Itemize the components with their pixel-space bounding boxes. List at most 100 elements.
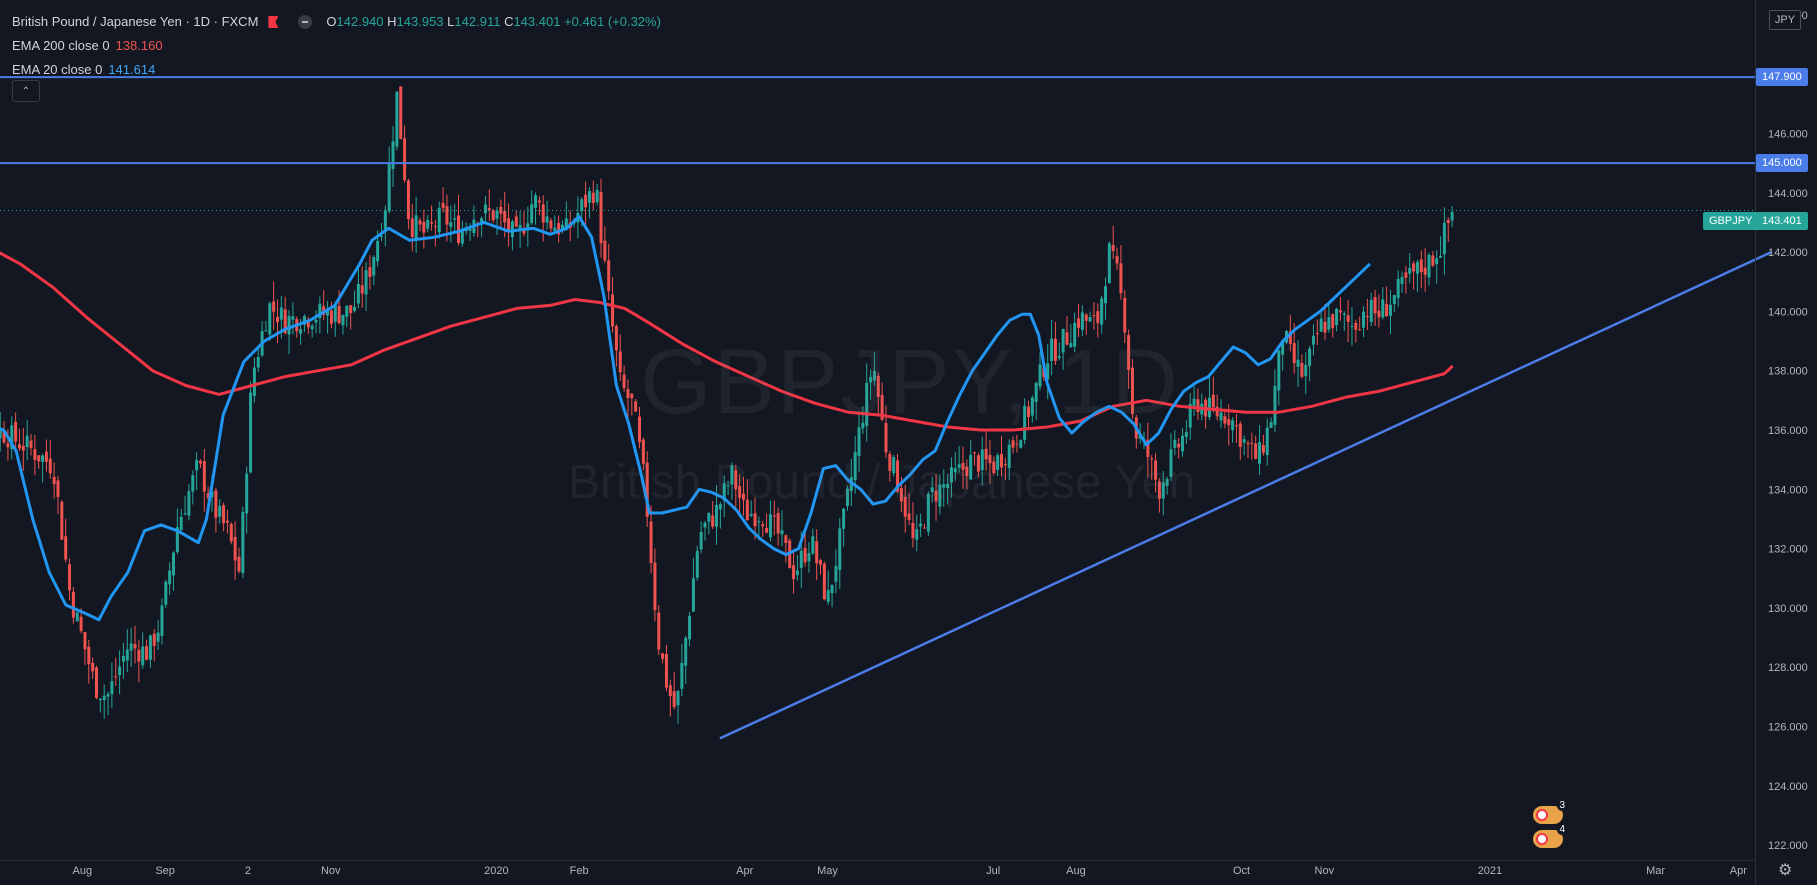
candle-body xyxy=(822,563,826,600)
candle-body xyxy=(487,208,491,210)
ema200-value: 138.160 xyxy=(115,38,163,53)
level-badge-145000: 145.000 xyxy=(1756,154,1808,173)
candle-body xyxy=(1007,444,1011,469)
candle-body xyxy=(1169,449,1173,477)
candle-body xyxy=(468,228,472,231)
candle-body xyxy=(106,694,110,697)
candle-body xyxy=(71,591,75,618)
collapse-legend-button[interactable]: ⌃ xyxy=(12,80,40,102)
event-marker-1[interactable]: 3 xyxy=(1533,800,1567,824)
candle-body xyxy=(376,241,380,262)
minus-icon[interactable] xyxy=(298,15,313,29)
candle-body xyxy=(1157,481,1161,499)
x-tick-label: 2021 xyxy=(1478,865,1502,877)
candle-body xyxy=(919,523,923,527)
candle-body xyxy=(353,306,357,311)
candlesticks xyxy=(0,86,1454,724)
candle-body xyxy=(1377,310,1381,318)
candle-body xyxy=(10,425,14,450)
candle-body xyxy=(896,460,900,492)
candle-body xyxy=(560,224,564,231)
candle-body xyxy=(1342,313,1346,316)
candle-body xyxy=(1369,299,1373,323)
y-tick-label: 142.000 xyxy=(1768,247,1808,259)
candle-body xyxy=(584,194,588,208)
candle-body xyxy=(1107,243,1111,284)
candle-body xyxy=(1250,442,1254,444)
candle-body xyxy=(1026,406,1030,418)
candle-body xyxy=(1161,482,1165,499)
candle-body xyxy=(1088,317,1092,322)
candle-body xyxy=(503,211,507,223)
candle-body xyxy=(1300,362,1304,377)
candle-body xyxy=(1234,425,1238,427)
candle-body xyxy=(1396,278,1400,298)
candle-body xyxy=(1311,335,1315,345)
candle-body xyxy=(973,452,977,454)
ema20-legend[interactable]: EMA 20 close 0 141.614 xyxy=(12,58,661,82)
ema-lines xyxy=(0,215,1454,622)
candle-body xyxy=(91,662,95,672)
candle-body xyxy=(676,691,680,706)
candle-body xyxy=(1034,382,1038,402)
candle-body xyxy=(364,270,368,295)
candle-body xyxy=(1346,315,1350,322)
candle-body xyxy=(807,553,811,562)
candle-body xyxy=(857,427,861,457)
candle-body xyxy=(368,267,372,278)
candle-body xyxy=(483,204,487,214)
candle-body xyxy=(252,367,256,397)
candle-body xyxy=(926,493,930,532)
last-price-badge: 143.401 xyxy=(1756,212,1808,230)
x-tick-label: Aug xyxy=(1066,865,1086,877)
candle-body xyxy=(726,485,730,487)
candle-body xyxy=(1246,443,1250,445)
candle-body xyxy=(141,646,145,666)
candle-body xyxy=(830,584,834,594)
candle-body xyxy=(1358,329,1362,331)
candle-body xyxy=(838,528,842,571)
candle-body xyxy=(949,467,953,483)
event-marker-2[interactable]: 4 xyxy=(1533,824,1567,848)
candle-body xyxy=(776,512,780,534)
candle-body xyxy=(1231,420,1235,431)
candle-body xyxy=(1196,399,1200,412)
candle-body xyxy=(60,501,64,540)
candle-body xyxy=(1277,350,1281,391)
symbol-title[interactable]: British Pound / Japanese Yen · 1D · FXCM xyxy=(12,14,259,29)
candle-body xyxy=(1050,338,1054,361)
gear-icon[interactable]: ⚙ xyxy=(1778,862,1793,879)
candle-body xyxy=(237,556,241,572)
y-tick-label: 144.000 xyxy=(1768,188,1808,200)
candle-body xyxy=(557,223,561,235)
candle-body xyxy=(387,163,391,212)
candle-body xyxy=(391,141,395,170)
candle-body xyxy=(256,357,260,368)
candle-body xyxy=(1092,315,1096,317)
candle-body xyxy=(691,578,695,612)
candle-body xyxy=(684,637,688,666)
candle-body xyxy=(164,581,168,605)
candle-body xyxy=(25,435,29,447)
candle-body xyxy=(1173,439,1177,448)
candle-body xyxy=(514,216,518,227)
candle-body xyxy=(899,487,903,502)
candle-body xyxy=(1219,412,1223,421)
candle-body xyxy=(183,513,187,515)
candle-body xyxy=(360,285,364,294)
ema200-legend[interactable]: EMA 200 close 0 138.160 xyxy=(12,34,661,58)
y-tick-label: 124.000 xyxy=(1768,781,1808,793)
flag-icon[interactable] xyxy=(268,16,279,28)
candle-body xyxy=(83,632,87,650)
candle-body xyxy=(1388,304,1392,316)
currency-unit-button[interactable]: JPY xyxy=(1769,10,1801,30)
candle-body xyxy=(33,449,37,460)
candle-body xyxy=(537,200,541,203)
candle-body xyxy=(703,522,707,528)
candle-body xyxy=(168,570,172,585)
candle-body xyxy=(457,215,461,243)
candle-body xyxy=(1123,297,1127,333)
candle-body xyxy=(1319,318,1323,332)
